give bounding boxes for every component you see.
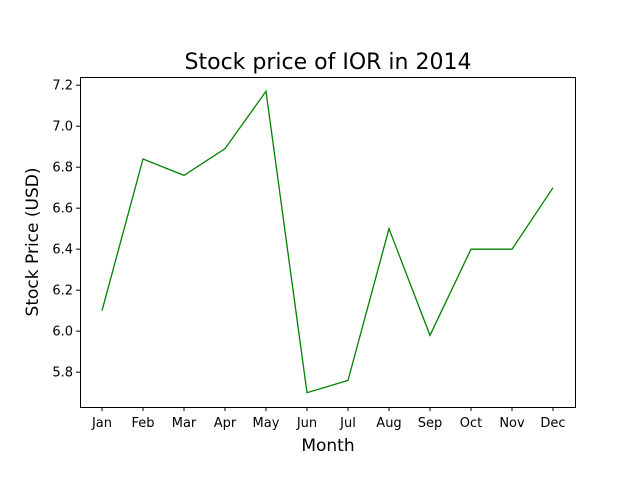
x-tick-label: Apr bbox=[214, 416, 237, 431]
y-axis-label: Stock Price (USD) bbox=[23, 168, 43, 317]
x-axis: Jan Feb Mar Apr May Jun Jul Aug Sep Oct Nov Dec bbox=[91, 407, 566, 431]
x-tick-label: Jun bbox=[296, 416, 317, 431]
chart-title: Stock price of IOR in 2014 bbox=[185, 50, 472, 75]
y-tick-label: 5.8 bbox=[52, 366, 73, 381]
y-tick-label: 6.8 bbox=[52, 161, 73, 176]
x-tick-label: Oct bbox=[460, 416, 482, 431]
y-tick-label: 6.0 bbox=[52, 325, 73, 340]
x-tick-label: Dec bbox=[540, 416, 565, 431]
series-line bbox=[101, 89, 554, 394]
x-tick-label: Sep bbox=[418, 416, 443, 431]
x-tick-label: Nov bbox=[499, 416, 525, 431]
y-tick-label: 6.2 bbox=[52, 284, 73, 299]
x-tick-label: Aug bbox=[376, 416, 401, 431]
y-tick-label: 7.0 bbox=[52, 120, 73, 135]
y-tick-label: 7.2 bbox=[52, 79, 73, 94]
y-tick-label: 6.4 bbox=[52, 243, 73, 258]
x-tick-label: Mar bbox=[172, 416, 197, 431]
x-axis-label: Month bbox=[301, 436, 354, 456]
y-axis: 5.8 6.0 6.2 6.4 6.6 6.8 7.0 7.2 bbox=[52, 79, 80, 381]
plot-frame bbox=[80, 77, 576, 408]
y-tick-label: 6.6 bbox=[52, 202, 73, 217]
x-tick-label: Jan bbox=[91, 416, 112, 431]
x-tick-label: Feb bbox=[131, 416, 154, 431]
x-tick-label: Jul bbox=[339, 416, 356, 431]
x-tick-label: May bbox=[253, 416, 280, 431]
